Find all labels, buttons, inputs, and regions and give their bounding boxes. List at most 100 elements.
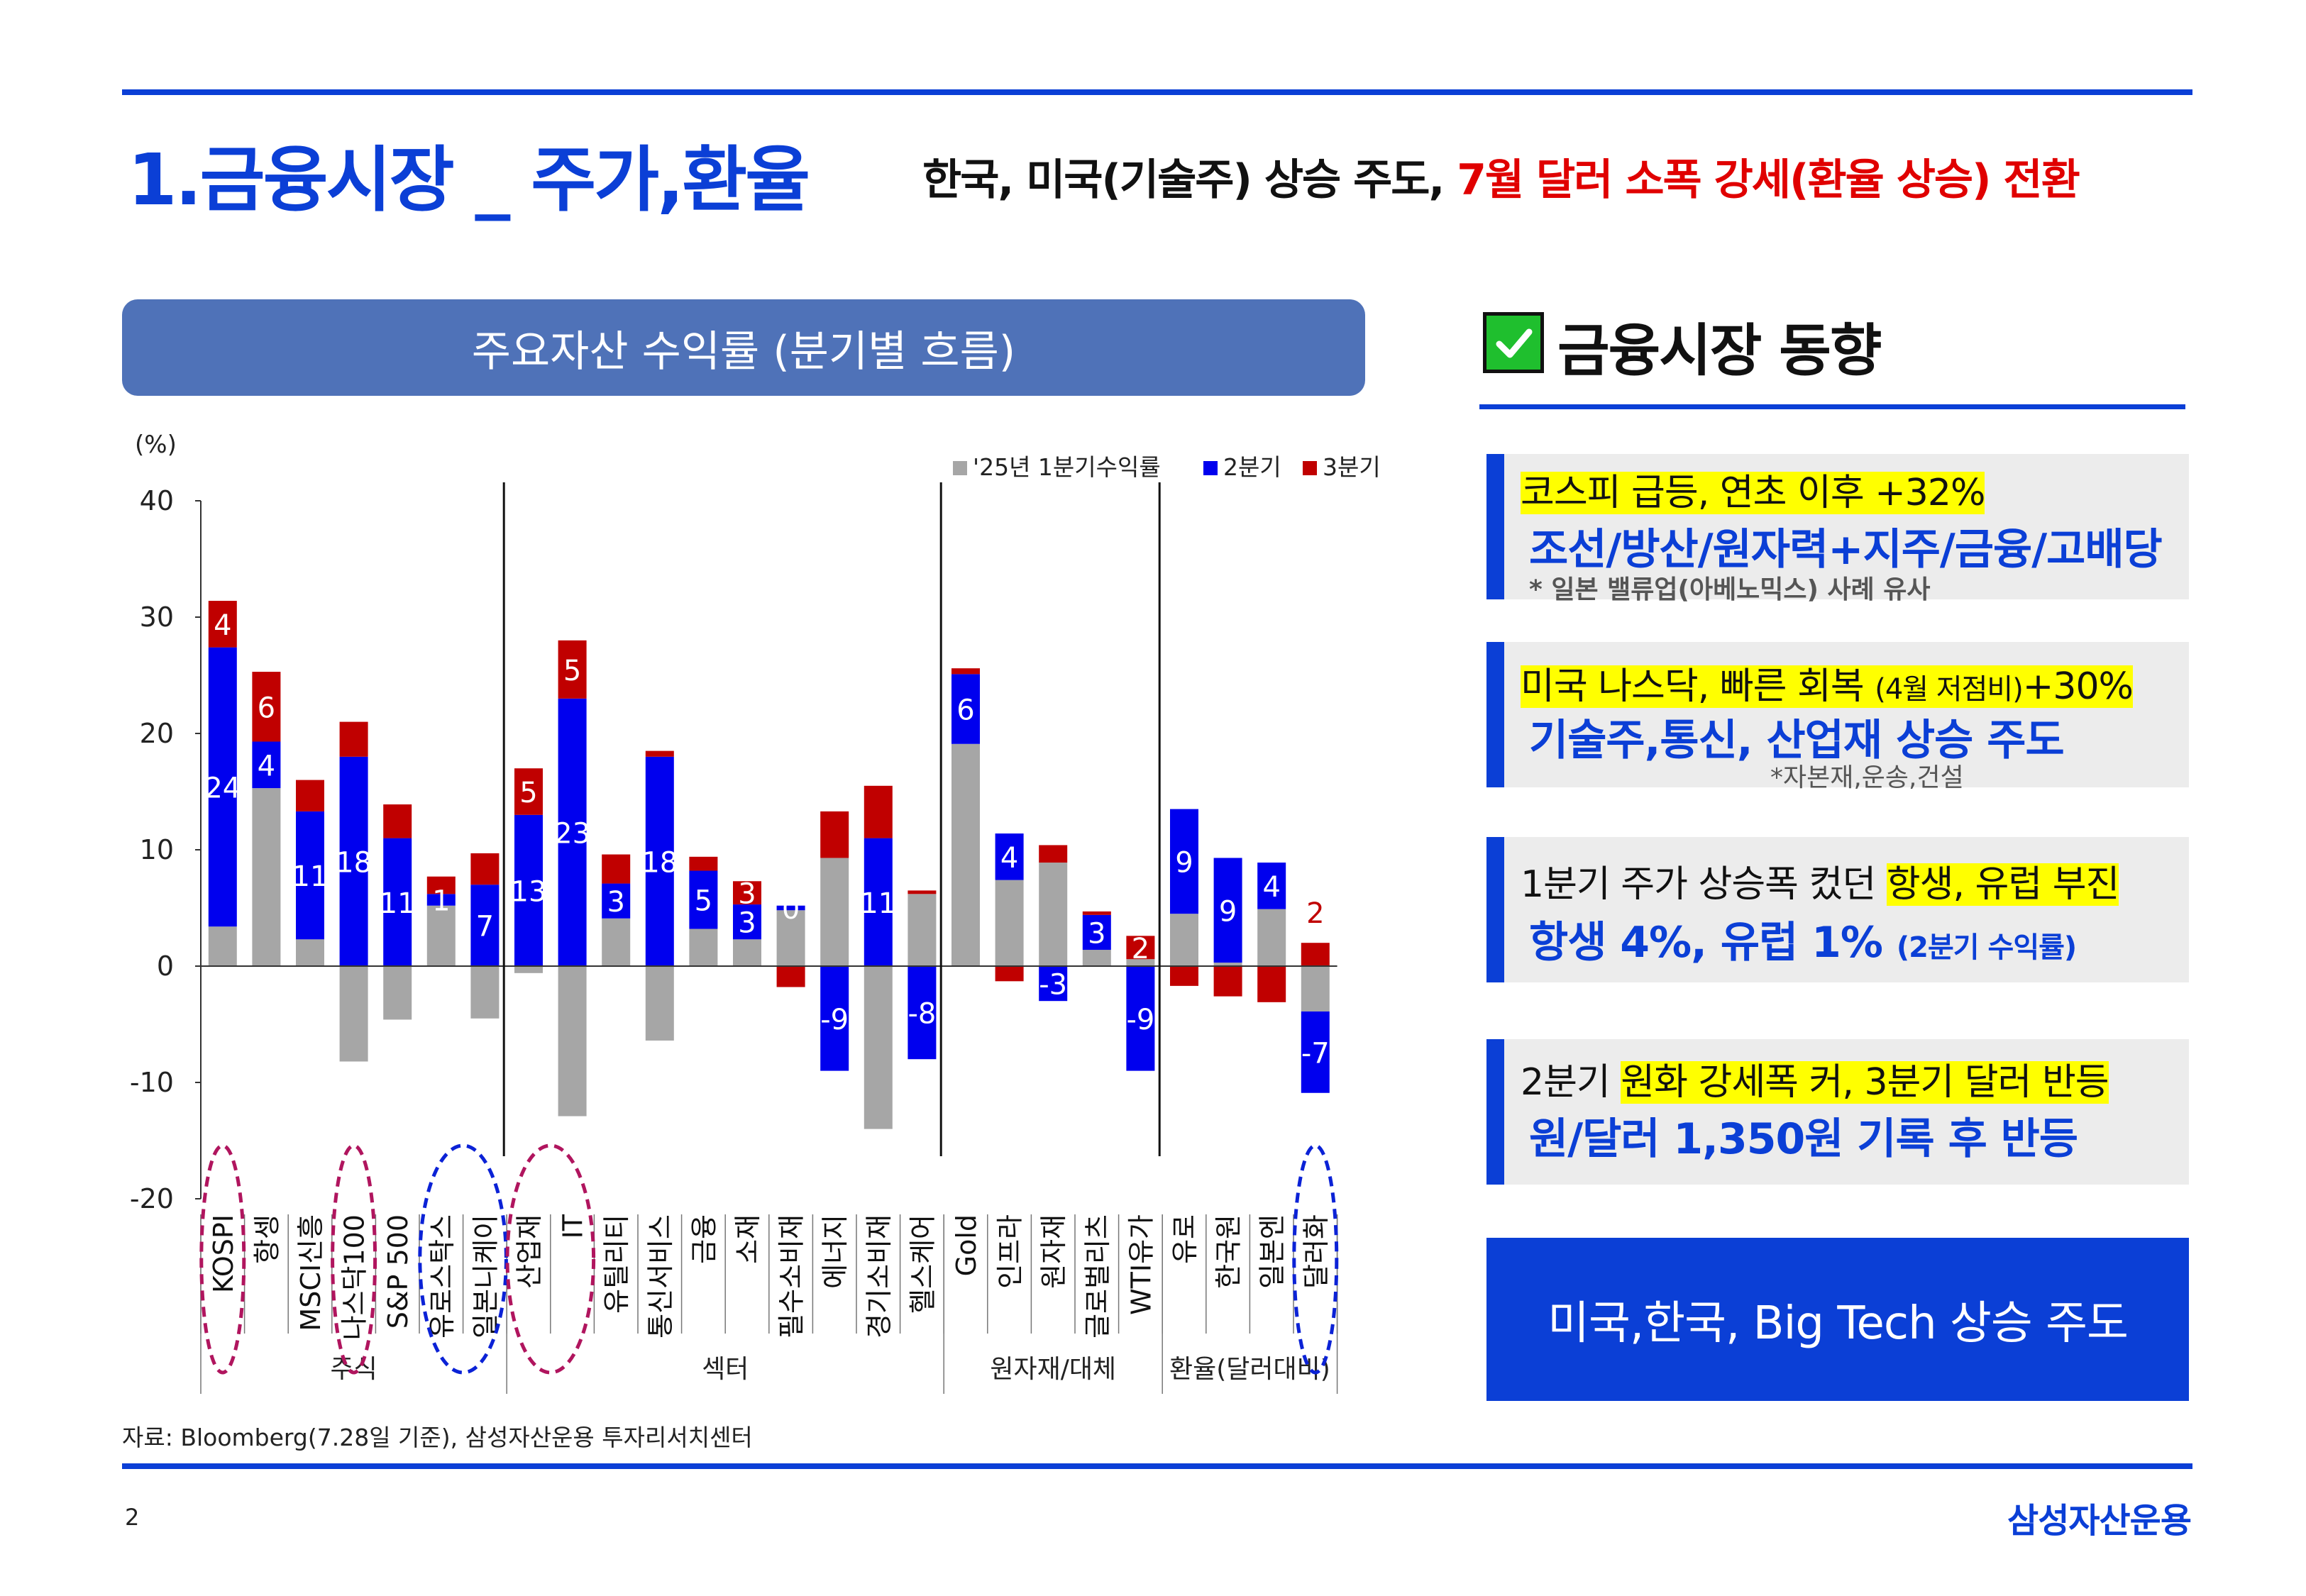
category-label: 금융 xyxy=(688,1214,719,1264)
bar-segment xyxy=(864,785,893,838)
category-label: 에너지 xyxy=(820,1214,851,1289)
bar-segment xyxy=(1257,909,1286,966)
data-label: 4 xyxy=(1000,842,1018,875)
bar-segment xyxy=(776,966,805,987)
bar-segment xyxy=(558,698,587,966)
bar-segment xyxy=(1301,1011,1330,1093)
data-label: 6 xyxy=(956,694,974,727)
bar-segment xyxy=(383,838,412,966)
bar-segment xyxy=(558,966,587,1116)
data-label: -8 xyxy=(907,998,936,1031)
data-label: 2 xyxy=(1132,933,1149,965)
data-label: 11 xyxy=(380,887,416,920)
card-accent-bar xyxy=(1486,642,1504,787)
category-label: 항셍 xyxy=(251,1214,282,1264)
bar-segment xyxy=(296,780,324,811)
bar-segment xyxy=(602,918,631,966)
bar-segment xyxy=(820,966,849,1071)
bar-segment xyxy=(1170,966,1198,986)
card-fx-level: 원/달러 1,350원 기록 후 반등 xyxy=(1529,1114,2078,1164)
group-label: 주식 xyxy=(330,1355,377,1384)
category-label: 유로 xyxy=(1169,1214,1201,1264)
bar-segment xyxy=(339,721,368,757)
category-label: 헬스케어 xyxy=(907,1214,938,1314)
bar-segment xyxy=(383,966,412,1020)
data-label: 7 xyxy=(476,911,494,943)
data-label: -7 xyxy=(1301,1037,1330,1070)
data-label: 4 xyxy=(258,750,275,782)
category-label: 필수소비재 xyxy=(776,1214,807,1339)
trend-title: 금융시장 동향 xyxy=(1557,318,1882,384)
bar-segment xyxy=(1213,966,1242,997)
bar-segment xyxy=(864,966,893,1129)
y-tick-label: 40 xyxy=(140,485,174,516)
bar-segment xyxy=(689,856,718,871)
category-label: MSCI신흥 xyxy=(295,1214,326,1331)
data-label: 2 xyxy=(1306,897,1324,930)
trend-title-rule xyxy=(1479,404,2185,409)
data-label: 6 xyxy=(258,692,275,724)
top-rule xyxy=(122,89,2192,95)
bar-segment xyxy=(733,881,761,905)
data-label: 5 xyxy=(695,885,712,918)
bar-segment xyxy=(296,939,324,966)
bar-segment xyxy=(1301,966,1330,1012)
card-kospi-note: * 일본 밸류업(아베노믹스) 사례 유사 xyxy=(1529,575,1931,604)
bar-segment xyxy=(951,743,980,966)
bar-segment xyxy=(1170,914,1198,966)
data-label: 3 xyxy=(738,878,756,911)
highlight-ellipse-dollar xyxy=(1292,1143,1339,1375)
data-label: 4 xyxy=(1262,871,1280,904)
card-accent-bar xyxy=(1486,1039,1504,1185)
data-label: -3 xyxy=(1039,969,1067,1002)
data-label: 9 xyxy=(1219,895,1237,928)
category-label: 소재 xyxy=(732,1214,763,1264)
bar-segment xyxy=(995,880,1024,966)
trend-card-fx: 2분기 원화 강세폭 커, 3분기 달러 반등 원/달러 1,350원 기록 후… xyxy=(1486,1039,2189,1185)
bar-segment xyxy=(820,811,849,858)
subtitle-red: 7월 달러 소폭 강세(환율 상승) 전환 xyxy=(1457,155,2080,205)
category-label: IT xyxy=(558,1214,589,1238)
legend-swatch xyxy=(1203,461,1218,475)
data-label: 23 xyxy=(554,817,590,850)
bar-segment xyxy=(907,890,937,894)
summary-box: 미국,한국, Big Tech 상승 주도 xyxy=(1486,1238,2189,1401)
source-note: 자료: Bloomberg(7.28일 기준), 삼성자산운용 투자리서치센터 xyxy=(122,1424,753,1451)
category-label: 글로벌리츠 xyxy=(1082,1214,1113,1339)
y-tick-label: 10 xyxy=(140,834,174,865)
trend-card-nasdaq: 미국 나스닥, 빠른 회복 (4월 저점비)+30% 기술주,통신, 산업재 상… xyxy=(1486,642,2189,792)
y-tick-label: -10 xyxy=(130,1067,174,1098)
data-label: 3 xyxy=(607,886,624,919)
card-kospi-sectors: 조선/방산/원자력+지주/금융/고배당 xyxy=(1529,525,2163,575)
bar-segment xyxy=(514,814,543,966)
group-label: 섹터 xyxy=(702,1355,749,1384)
category-label: KOSPI xyxy=(208,1214,239,1293)
bar-segment xyxy=(426,905,456,966)
category-label: 통신서비스 xyxy=(645,1214,676,1339)
bar-segment xyxy=(733,939,761,966)
card-kospi-headline: 코스피 급등, 연초 이후 +32% xyxy=(1521,472,1985,514)
bar-segment xyxy=(208,647,237,927)
bar-segment xyxy=(907,894,937,966)
data-label: 11 xyxy=(292,860,329,893)
bar-segment xyxy=(645,750,674,757)
checkbox-checked-icon xyxy=(1483,312,1544,373)
card-nasdaq-headline: 미국 나스닥, 빠른 회복 (4월 저점비)+30% xyxy=(1521,665,2134,708)
category-label: 나스닥100 xyxy=(339,1214,370,1340)
bar-segment xyxy=(602,883,631,919)
highlight-ellipse-nasdaq xyxy=(331,1143,377,1375)
data-label: -9 xyxy=(820,1004,849,1036)
highlight-ellipse-industrials-it xyxy=(505,1143,596,1375)
bar-segment xyxy=(339,966,368,1062)
card-fx-headline: 2분기 원화 강세폭 커, 3분기 달러 반등 xyxy=(1521,1061,2109,1104)
bar-segment xyxy=(951,668,980,675)
bar-segment xyxy=(1039,845,1068,863)
bar-segment xyxy=(776,910,805,966)
chart-header: 주요자산 수익률 (분기별 흐름) xyxy=(122,299,1365,396)
bar-segment xyxy=(995,833,1024,880)
data-label: -9 xyxy=(1126,1004,1154,1036)
bar-segment xyxy=(1126,966,1155,1071)
bar-segment xyxy=(1213,963,1242,966)
bar-segment xyxy=(558,640,587,699)
